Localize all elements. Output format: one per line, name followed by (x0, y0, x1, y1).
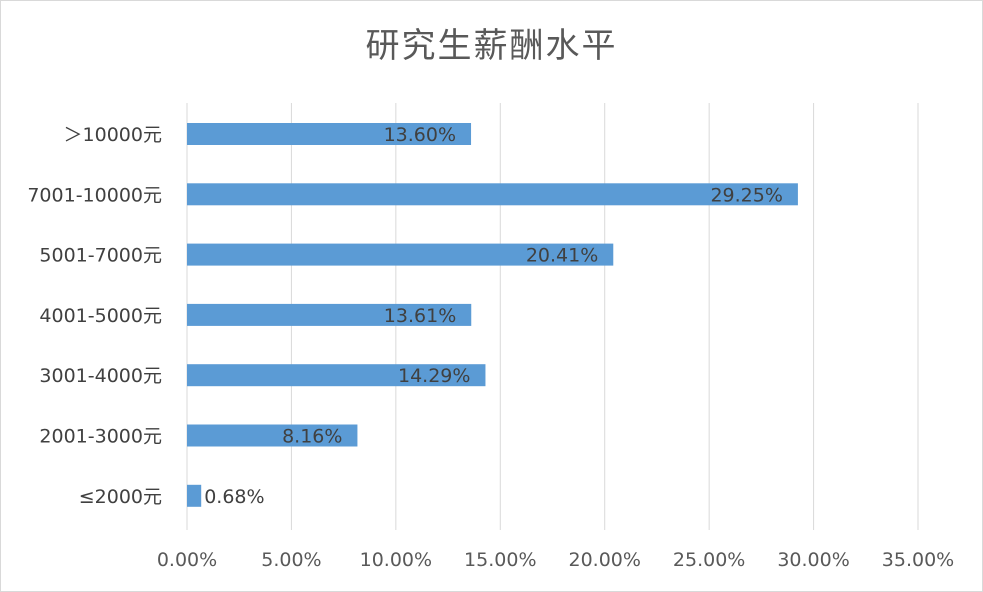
x-tick-label: 15.00% (464, 549, 536, 571)
data-label: 20.41% (526, 245, 598, 267)
bar (187, 183, 798, 206)
bar (187, 364, 486, 387)
category-label: 4001-5000元 (39, 305, 162, 327)
x-tick-label: 20.00% (568, 549, 640, 571)
category-label: 5001-7000元 (39, 245, 162, 267)
x-tick-label: 25.00% (673, 549, 745, 571)
x-tick-labels: 0.00% 5.00% 10.00% 15.00% 20.00% 25.00% 30.00%… (157, 549, 954, 571)
x-tick-label: 35.00% (882, 549, 954, 571)
data-labels: 13.60% 29.25% 20.41% 13.61% 14.29% 8.16% 0.68% (204, 124, 783, 508)
data-label: 13.61% (384, 305, 456, 327)
x-tick-label: 10.00% (360, 549, 432, 571)
bar (187, 123, 472, 145)
category-label: 3001-4000元 (39, 365, 162, 387)
data-label: 29.25% (710, 184, 782, 206)
data-label: 0.68% (204, 486, 264, 508)
chart-title: 研究生薪酬水平 (365, 26, 618, 66)
bar (187, 303, 472, 326)
x-tick-label: 5.00% (261, 549, 321, 571)
x-tick-label: 0.00% (157, 549, 217, 571)
category-label: ≤2000元 (79, 486, 162, 508)
category-label: 7001-10000元 (27, 184, 162, 206)
data-label: 8.16% (282, 426, 342, 448)
x-tick-label: 30.00% (777, 549, 849, 571)
category-label: ＞10000元 (64, 124, 162, 146)
data-label: 13.60% (384, 124, 456, 146)
data-label: 14.29% (398, 365, 470, 387)
bars (187, 123, 798, 507)
category-label: 2001-3000元 (39, 426, 162, 448)
category-labels: ＞10000元 7001-10000元 5001-7000元 4001-5000元 30… (27, 124, 162, 508)
bar (187, 424, 358, 447)
bar (187, 484, 202, 507)
bar (187, 243, 614, 266)
